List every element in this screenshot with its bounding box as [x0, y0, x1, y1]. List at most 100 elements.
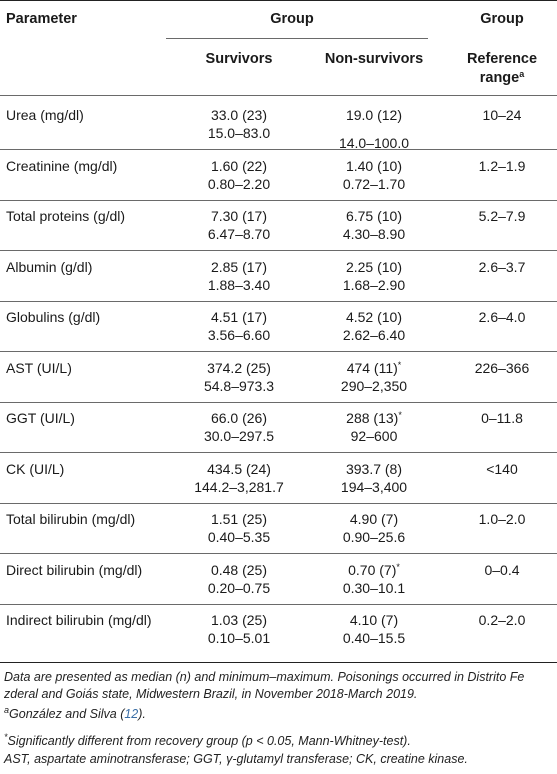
non-survivors-median-value: 6.75 (10): [345, 208, 403, 224]
non-survivors-median-value: 19.0 (12): [345, 107, 403, 123]
bottom-rule: [0, 662, 557, 663]
parameter-cell: GGT (UI/L): [6, 410, 75, 426]
reference-range-cell: 2.6–3.7: [478, 259, 526, 275]
header-rule: [0, 95, 557, 96]
non-survivors-median-cell: 4.52 (10): [296, 308, 452, 326]
non-survivors-range-cell: 92–600: [350, 428, 398, 444]
significance-marker: *: [396, 562, 400, 572]
non-survivors-range-cell: 290–2,350: [340, 378, 408, 394]
parameter-cell: Globulins (g/dl): [6, 309, 101, 325]
survivors-range-cell: 1.88–3.40: [207, 277, 271, 293]
non-survivors-median-cell: 4.10 (7): [296, 611, 452, 629]
non-survivors-range-cell: 0.72–1.70: [342, 176, 406, 192]
survivors-median-cell: 4.51 (17): [210, 309, 268, 325]
header-reference-sup: a: [519, 69, 525, 79]
survivors-median-cell: 2.85 (17): [210, 259, 268, 275]
reference-range-cell: <140: [486, 461, 518, 477]
parameter-cell: CK (UI/L): [6, 461, 65, 477]
survivors-median-cell: 434.5 (24): [207, 461, 271, 477]
non-survivors-median-value: 4.10 (7): [349, 612, 399, 628]
survivors-range-cell: 0.20–0.75: [207, 580, 271, 596]
reference-range-cell: 226–366: [474, 360, 530, 376]
reference-range-cell: 5.2–7.9: [478, 208, 526, 224]
row-divider: [0, 553, 557, 554]
header-survivors: Survivors: [205, 51, 273, 67]
non-survivors-range-cell: 2.62–6.40: [342, 327, 406, 343]
footnote-star-text: Significantly different from recovery gr…: [7, 734, 411, 748]
reference-range-cell: 0.2–2.0: [478, 612, 526, 628]
survivors-median-cell: 1.60 (22): [210, 158, 268, 174]
non-survivors-range-cell: 0.90–25.6: [342, 529, 406, 545]
footnote-main: Data are presented as median (n) and min…: [4, 670, 525, 701]
row-divider: [0, 503, 557, 504]
parameter-cell: Total proteins (g/dl): [6, 208, 126, 224]
header-non-survivors: Non-survivors: [324, 51, 424, 67]
header-reference-line1: Reference: [466, 51, 538, 67]
survivors-median-cell: 7.30 (17): [210, 208, 268, 224]
reference-range-cell: 1.0–2.0: [478, 511, 526, 527]
non-survivors-range-cell: 0.40–15.5: [342, 630, 406, 646]
header-reference-text: range: [479, 70, 520, 86]
survivors-median-cell: 1.51 (25): [210, 511, 268, 527]
footnote-a-sup: a: [4, 705, 10, 715]
reference-range-cell: 0–0.4: [484, 562, 520, 578]
parameter-cell: Urea (mg/dl): [6, 107, 84, 123]
non-survivors-median-cell: 1.40 (10): [296, 157, 452, 175]
survivors-range-cell: 30.0–297.5: [203, 428, 275, 444]
reference-range-cell: 10–24: [482, 107, 522, 123]
non-survivors-median-value: 2.25 (10): [345, 259, 403, 275]
non-survivors-median-value: 393.7 (8): [345, 461, 403, 477]
survivors-median-cell: 0.48 (25): [210, 562, 268, 578]
footnote-a-text: González and Silva (: [9, 707, 125, 721]
parameter-cell: Albumin (g/dl): [6, 259, 93, 275]
row-divider: [0, 301, 557, 302]
reference-range-cell: 1.2–1.9: [478, 158, 526, 174]
parameter-cell: Direct bilirubin (mg/dl): [6, 562, 143, 578]
non-survivors-median-cell: 288 (13)*: [296, 409, 452, 427]
row-divider: [0, 200, 557, 201]
parameter-cell: Indirect bilirubin (mg/dl): [6, 612, 152, 628]
group-subrule: [166, 38, 428, 39]
survivors-range-cell: 15.0–83.0: [207, 125, 271, 141]
significance-marker: *: [398, 410, 402, 420]
survivors-range-cell: 0.80–2.20: [207, 176, 271, 192]
reference-range-cell: 2.6–4.0: [478, 309, 526, 325]
top-rule: [0, 0, 557, 1]
footnote-abbrev: AST, aspartate aminotransferase; GGT, γ-…: [4, 752, 468, 766]
footnote-star: *Significantly different from recovery g…: [4, 733, 556, 750]
non-survivors-median-value: 0.70 (7): [348, 562, 397, 578]
row-divider: [0, 452, 557, 453]
non-survivors-median-cell: 6.75 (10): [296, 207, 452, 225]
non-survivors-median-value: 4.52 (10): [345, 309, 403, 325]
non-survivors-median-value: 1.40 (10): [345, 158, 403, 174]
header-group: Group: [270, 11, 314, 27]
row-divider: [0, 149, 557, 150]
survivors-range-cell: 144.2–3,281.7: [194, 479, 284, 495]
non-survivors-median-cell: 0.70 (7)*: [296, 561, 452, 579]
header-reference-line2: rangea: [452, 69, 552, 87]
footnote-a: aGonzález and Silva (12).: [4, 706, 556, 723]
survivors-median-cell: 33.0 (23): [210, 107, 268, 123]
survivors-range-cell: 0.10–5.01: [207, 630, 271, 646]
footnote-star-sup: *: [4, 732, 8, 742]
non-survivors-median-value: 474 (11): [346, 360, 398, 376]
non-survivors-median-cell: 393.7 (8): [296, 460, 452, 478]
survivors-median-cell: 1.03 (25): [210, 612, 268, 628]
row-divider: [0, 351, 557, 352]
non-survivors-median-value: 288 (13): [346, 410, 399, 426]
header-group-ref: Group: [480, 11, 524, 27]
significance-marker: *: [397, 360, 402, 370]
row-divider: [0, 604, 557, 605]
survivors-median-cell: 66.0 (26): [210, 410, 268, 426]
survivors-range-cell: 3.56–6.60: [207, 327, 271, 343]
survivors-median-cell: 374.2 (25): [207, 360, 271, 376]
non-survivors-median-cell: 4.90 (7): [296, 510, 452, 528]
non-survivors-median-cell: 474 (11)*: [296, 359, 452, 377]
non-survivors-median-cell: 2.25 (10): [296, 258, 452, 276]
reference-range-cell: 0–11.8: [481, 410, 523, 426]
non-survivors-median-cell: 19.0 (12): [296, 106, 452, 124]
footnote-a-ref-link[interactable]: 12: [124, 707, 139, 721]
header-parameter: Parameter: [6, 11, 77, 27]
non-survivors-range-cell: 194–3,400: [340, 479, 408, 495]
